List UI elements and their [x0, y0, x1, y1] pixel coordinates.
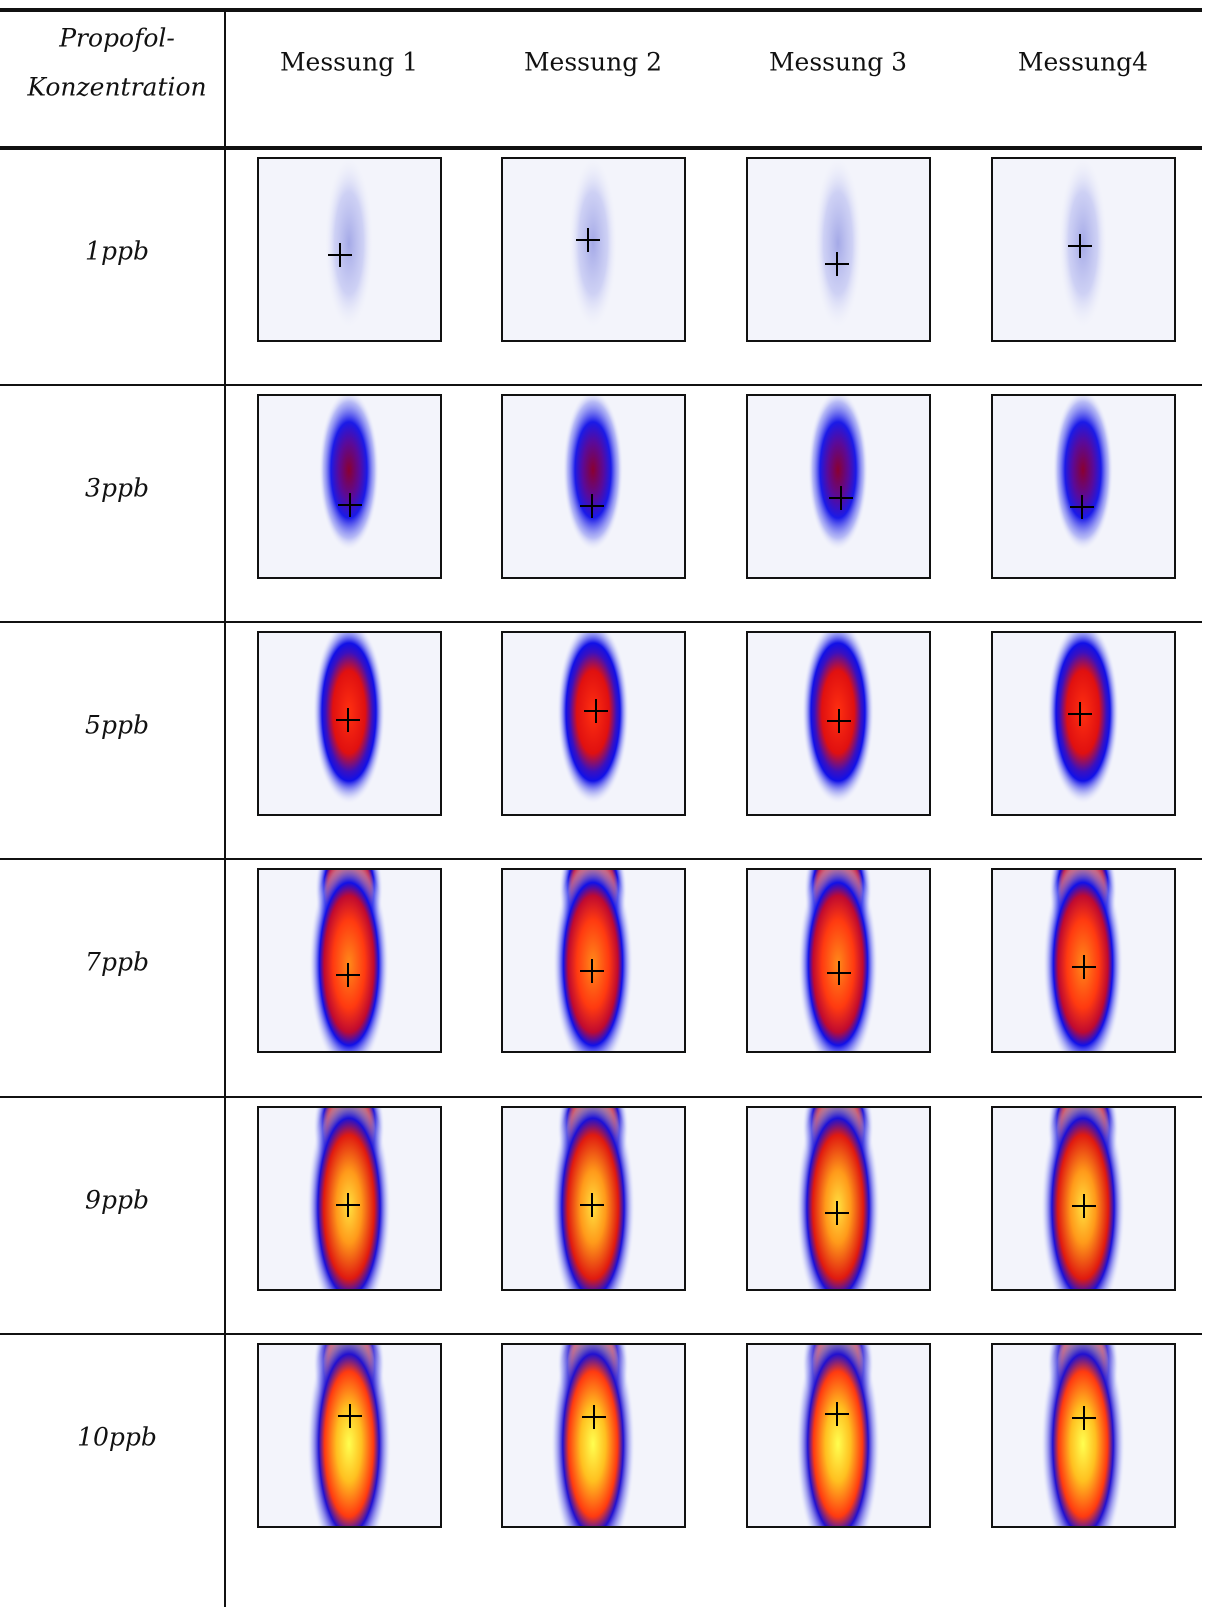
heatmap	[747, 158, 930, 341]
heatmap	[992, 829, 1175, 1074]
row-label: 3ppb	[85, 474, 149, 503]
corner-line: Konzentration	[27, 73, 206, 102]
heatmap-blob	[325, 158, 373, 328]
heatmap	[502, 620, 685, 815]
column-header: Messung 1	[280, 48, 418, 77]
heatmap-blob	[569, 158, 617, 328]
row-label: 9ppb	[85, 1186, 149, 1215]
row-label: 5ppb	[85, 711, 149, 740]
row-label: 1ppb	[85, 237, 149, 266]
heatmap	[502, 390, 685, 578]
row-label: 7ppb	[85, 948, 149, 977]
column-header: Messung 3	[769, 48, 907, 77]
column-header: Messung4	[1018, 48, 1148, 77]
heatmap-blob	[1053, 390, 1113, 550]
heatmap	[258, 390, 441, 578]
heatmap	[502, 829, 685, 1074]
page: Propofol- Konzentration Messung 1 Messung…	[0, 0, 1232, 1607]
heatmap-blob	[319, 390, 379, 550]
table-graphics	[0, 0, 1232, 1607]
column-header: Messung 2	[524, 48, 662, 77]
heatmap-blob	[1059, 158, 1107, 328]
heatmap	[502, 158, 685, 341]
corner-line: Propofol-	[59, 24, 175, 53]
heatmap-blob	[1041, 1319, 1125, 1569]
heatmap-blob	[808, 390, 868, 550]
heatmap	[258, 158, 441, 341]
heatmap-blob	[307, 1319, 391, 1569]
row-label: 10ppb	[77, 1423, 157, 1452]
heatmap	[747, 829, 930, 1074]
heatmap	[992, 390, 1175, 578]
heatmap	[992, 620, 1175, 815]
heatmap-blob	[551, 1319, 635, 1569]
heatmap-blob	[814, 158, 862, 328]
heatmap-blob	[1047, 620, 1119, 804]
heatmap-blob	[563, 390, 623, 550]
heatmap-blob	[796, 1319, 880, 1569]
heatmap	[258, 829, 441, 1074]
heatmap	[992, 158, 1175, 341]
heatmap	[747, 390, 930, 578]
heatmap	[258, 620, 441, 815]
